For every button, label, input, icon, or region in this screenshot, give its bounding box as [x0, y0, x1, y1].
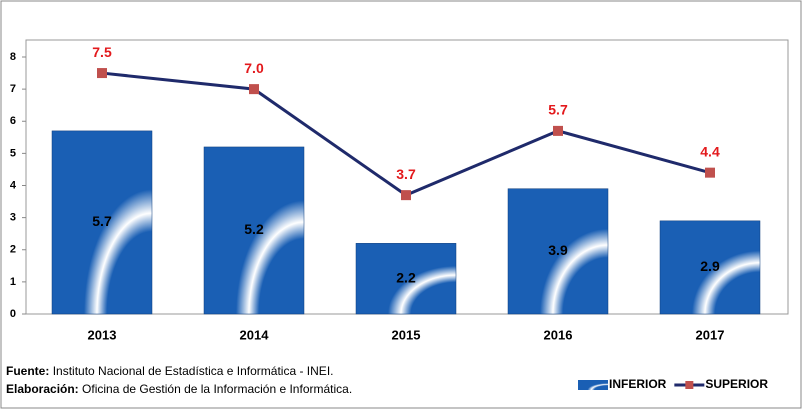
x-tick-label: 2015 [392, 327, 421, 342]
x-tick-label: 2014 [240, 327, 270, 342]
marker [249, 84, 259, 95]
line-value-label: 4.4 [700, 143, 720, 159]
line-value-label: 7.5 [92, 44, 112, 60]
bar [203, 146, 305, 315]
y-tick-label: 1 [10, 276, 16, 288]
marker [97, 68, 107, 79]
bar-value-label: 5.2 [244, 221, 264, 237]
marker [553, 125, 563, 136]
y-tick-label: 6 [10, 115, 16, 127]
x-tick-label: 2016 [544, 327, 573, 342]
author-note: Elaboración: Oficina de Gestión de la In… [6, 382, 352, 396]
bar-value-label: 3.9 [548, 242, 568, 258]
y-tick-label: 0 [10, 308, 16, 320]
line-value-label: 7.0 [244, 60, 264, 76]
y-tick-label: 8 [10, 51, 16, 63]
x-tick-label: 2017 [696, 327, 725, 342]
legend-marker [685, 381, 694, 389]
x-tick-label: 2013 [88, 327, 117, 342]
y-tick-label: 7 [10, 83, 16, 95]
legend-label: INFERIOR [609, 377, 667, 391]
bar-value-label: 2.2 [396, 269, 416, 285]
line-value-label: 5.7 [548, 102, 568, 118]
y-tick-label: 5 [10, 147, 16, 159]
line-value-label: 3.7 [396, 166, 416, 182]
y-tick-label: 3 [10, 212, 16, 224]
y-tick-label: 2 [10, 244, 16, 256]
marker [705, 167, 715, 178]
bar [355, 243, 457, 315]
bar [507, 188, 609, 315]
marker [401, 190, 411, 201]
source-note: Fuente: Instituto Nacional de Estadístic… [6, 364, 333, 378]
bar [51, 130, 153, 315]
legend-swatch [578, 380, 608, 390]
y-tick-label: 4 [10, 179, 17, 191]
bar [659, 220, 761, 315]
legend-label: SUPERIOR [705, 377, 768, 391]
bar-value-label: 2.9 [700, 258, 720, 274]
bar-value-label: 5.7 [92, 213, 112, 229]
